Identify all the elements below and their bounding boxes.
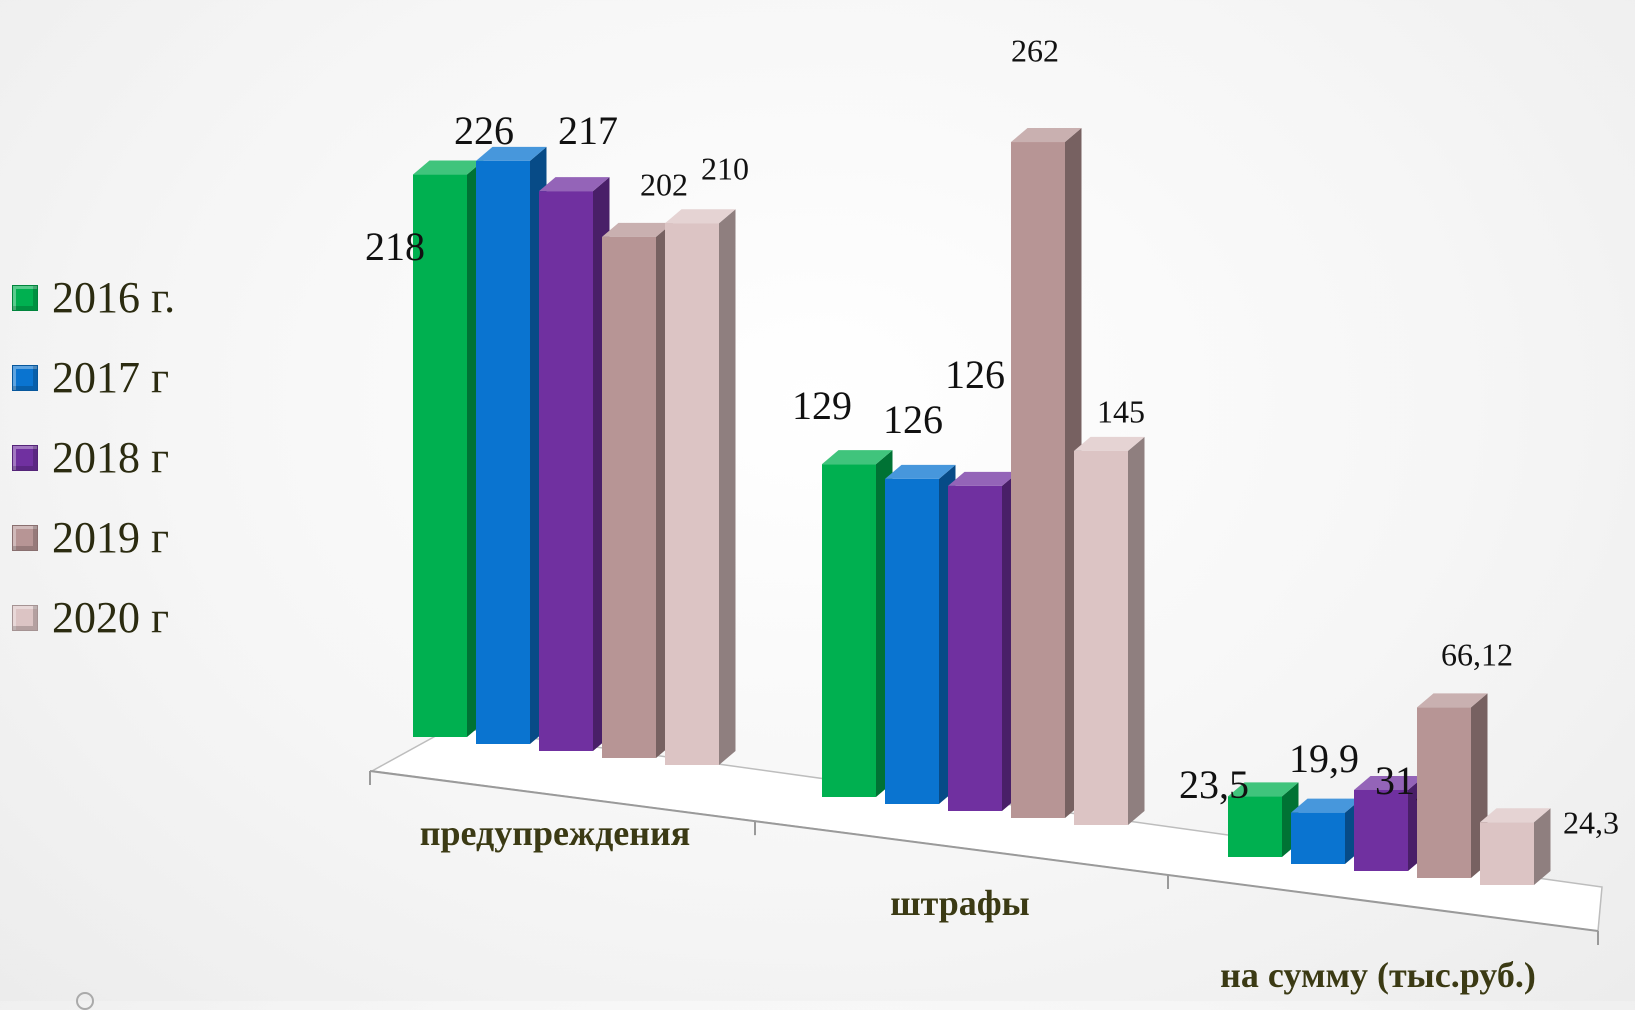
bar-1-1 (885, 478, 939, 804)
legend-swatch-2020 (12, 605, 38, 631)
legend-label-2019: 2019 г (52, 513, 170, 562)
bar-top-0-1 (476, 146, 547, 161)
bar-top-1-1 (885, 464, 956, 479)
value-label-1-3: 262 (1011, 33, 1059, 69)
value-label-0-0: 218 (365, 224, 425, 269)
bar-top-0-2 (539, 177, 610, 192)
bar-top-0-0 (413, 160, 484, 175)
value-label-0-4: 210 (701, 151, 749, 187)
value-label-0-2: 217 (558, 108, 618, 153)
bar-side-2-4 (1534, 808, 1551, 885)
bar-top-0-3 (602, 222, 673, 237)
bar-2-4 (1480, 822, 1534, 885)
bar-top-1-2 (948, 471, 1019, 486)
bar-1-4 (1074, 450, 1128, 825)
bar-2-3 (1417, 707, 1471, 878)
legend-label-2018: 2018 г (52, 433, 170, 482)
slide-decoration-circle (76, 992, 94, 1010)
bar-top-2-1 (1291, 798, 1362, 813)
bar-top-2-4 (1480, 808, 1551, 823)
bar-1-2 (948, 485, 1002, 811)
bar-top-2-3 (1417, 693, 1488, 708)
value-label-0-3: 202 (640, 167, 688, 203)
legend-swatch-2016 (12, 285, 38, 311)
bar-0-3 (602, 236, 656, 759)
bar-2-2 (1354, 789, 1408, 871)
value-label-1-1: 126 (883, 397, 943, 442)
value-label-1-2: 126 (945, 352, 1005, 397)
legend-item-2020: 2020 г (12, 578, 175, 658)
value-label-1-4: 145 (1097, 394, 1145, 430)
legend-label-2020: 2020 г (52, 593, 170, 642)
legend-item-2019: 2019 г (12, 498, 175, 578)
category-label-0: предупреждения (420, 813, 690, 853)
value-label-2-4: 24,3 (1563, 805, 1619, 841)
bar-side-1-4 (1128, 436, 1145, 825)
value-label-2-1: 19,9 (1289, 736, 1359, 781)
legend-swatch-2019 (12, 525, 38, 551)
legend-item-2017: 2017 г (12, 338, 175, 418)
legend-swatch-2017 (12, 365, 38, 391)
value-label-0-1: 226 (454, 108, 514, 153)
bar-1-0 (822, 464, 876, 797)
legend-label-2016: 2016 г. (52, 273, 176, 322)
bar-top-1-3 (1011, 128, 1082, 143)
bar-0-4 (665, 223, 719, 765)
bar-1-3 (1011, 142, 1065, 819)
legend-swatch-2018 (12, 445, 38, 471)
category-axis-line (369, 770, 1599, 932)
bar-0-1 (476, 160, 530, 745)
bar-top-2-0 (1228, 782, 1299, 797)
legend-label-2017: 2017 г (52, 353, 170, 402)
value-label-2-0: 23,5 (1179, 762, 1249, 807)
bar-top-1-4 (1074, 436, 1145, 451)
bar-top-2-2 (1354, 775, 1425, 790)
bar-2-0 (1228, 796, 1282, 857)
bar-2-1 (1291, 812, 1345, 864)
legend-item-2016: 2016 г. (12, 258, 175, 338)
legend-item-2018: 2018 г (12, 418, 175, 498)
bar-side-0-4 (719, 209, 736, 765)
value-label-1-0: 129 (792, 383, 852, 428)
category-label-2: на сумму (тыс.руб.) (1220, 955, 1536, 995)
bar-top-0-4 (665, 209, 736, 224)
bar-0-0 (413, 174, 467, 737)
value-label-2-3: 66,12 (1441, 637, 1513, 673)
category-label-1: штрафы (890, 883, 1030, 923)
bar-top-1-0 (822, 450, 893, 465)
bar-0-2 (539, 191, 593, 751)
legend: 2016 г. 2017 г 2018 г 2019 г 2020 г (12, 258, 175, 658)
